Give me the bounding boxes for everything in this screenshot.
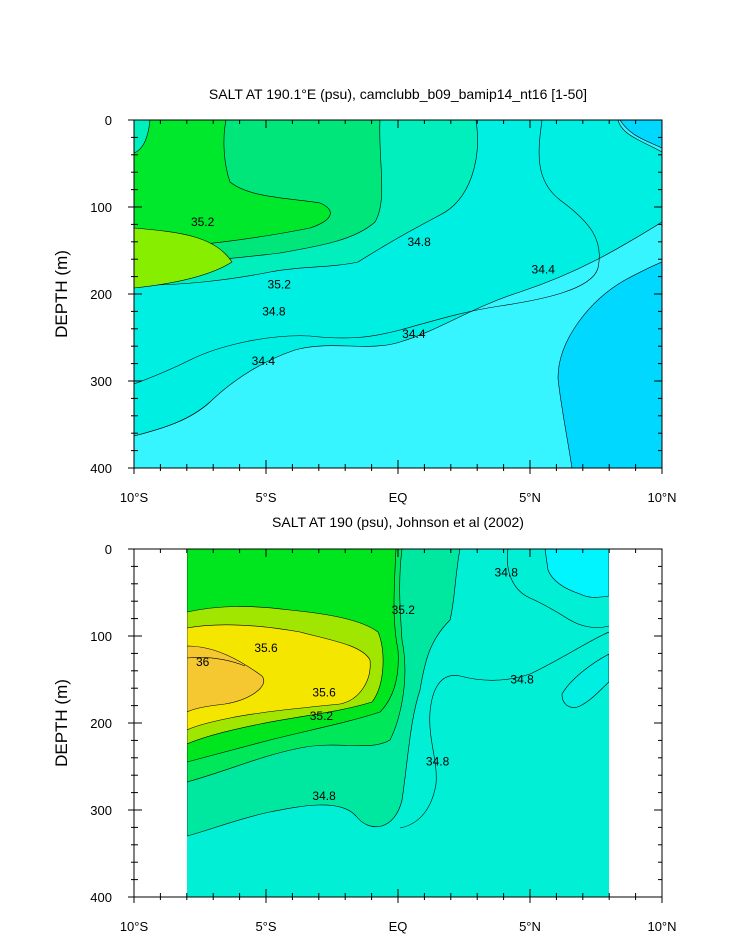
contour-fill-top [134,120,662,468]
x-tick-label-bottom: 10°N [647,919,676,934]
x-tick-labels-top: 10°S 5°S EQ 5°N 10°N [120,490,677,505]
x-tick-label-top: EQ [389,490,408,505]
band-35.4-top [134,227,233,289]
contour-labels-bottom: 35.6 36 35.6 35.2 35.2 34.8 34.8 34.8 34.8 [196,565,534,803]
band-top-right-2 [619,120,662,149]
contour-label: 35.6 [254,641,278,655]
x-tick-labels-bottom: 10°S 5°S EQ 5°N 10°N [120,919,677,934]
x-tick-label-top: 10°N [647,490,676,505]
y-tick-label-bottom: 400 [90,890,112,905]
contour-label: 34.8 [495,565,519,579]
x-tick-label-top: 10°S [120,490,149,505]
contour-label: 34.8 [407,235,431,249]
contour-label: 35.2 [392,603,416,617]
contour-label: 35.2 [268,277,292,291]
band-35.8-bot [187,624,371,731]
chart-title-top: SALT AT 190.1°E (psu), camclubb_b09_bami… [209,86,587,102]
contour-label: 36 [196,655,210,669]
contour-label: 34.8 [312,789,336,803]
line-34.4-low-top [134,401,211,437]
y-tick-label-bottom: 0 [105,542,112,557]
panel-bottom: 35.6 36 35.6 35.2 35.2 34.8 34.8 34.8 34.8 SALT … [52,514,677,934]
contour-label: 35.2 [310,709,334,723]
contour-label: 34.8 [426,754,450,768]
y-tick-label-bottom: 300 [90,803,112,818]
chart-title-bottom: SALT AT 190 (psu), Johnson et al (2002) [272,514,524,530]
contour-label: 34.4 [252,354,276,368]
band-right-mid-bot [561,653,609,708]
contour-label: 34.8 [510,673,534,687]
band-36.0-bot [187,645,265,713]
ticks-bottom [128,548,663,903]
y-tick-label-top: 200 [90,287,112,302]
band-35.2-top [134,120,331,251]
y-tick-label-top: 0 [105,113,112,128]
panel-top: 35.2 35.2 34.8 34.4 34.8 34.4 34.4 SALT AT 190… [52,86,677,505]
contour-label: 34.8 [262,304,286,318]
x-tick-label-top: 5°N [519,490,541,505]
x-tick-label-top: 5°S [255,490,276,505]
line-34.8-mid-bot [399,631,609,829]
y-tick-label-top: 300 [90,374,112,389]
y-tick-label-top: 100 [90,200,112,215]
y-tick-label-bottom: 200 [90,716,112,731]
y-tick-labels-top: 0 100 200 300 400 [90,113,112,476]
ticks-top [128,119,663,474]
contour-label: 34.4 [532,263,556,277]
x-tick-label-bottom: 5°N [519,919,541,934]
band-right-34.6-bot [544,549,609,598]
contour-labels-top: 35.2 35.2 34.8 34.4 34.8 34.4 34.4 [191,215,555,368]
y-axis-label-top: DEPTH (m) [52,250,71,338]
line-34.8-right-bot [507,549,609,628]
contour-label: 34.4 [402,327,426,341]
y-tick-label-top: 400 [90,461,112,476]
line-35.6-bot [187,657,246,667]
line-34.6-top [134,120,600,385]
contour-label: 35.2 [191,215,215,229]
band-34.2-top [557,261,662,468]
y-tick-labels-bottom: 0 100 200 300 400 [90,542,112,905]
x-tick-label-bottom: EQ [389,919,408,934]
x-tick-label-bottom: 10°S [120,919,149,934]
x-tick-label-bottom: 5°S [255,919,276,934]
y-axis-label-bottom: DEPTH (m) [52,679,71,767]
contour-fill-bottom [187,549,609,897]
contour-label: 35.6 [312,686,336,700]
y-tick-label-bottom: 100 [90,629,112,644]
